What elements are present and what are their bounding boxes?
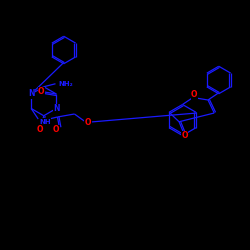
Text: O: O: [191, 90, 198, 100]
Text: N: N: [53, 104, 60, 113]
Text: O: O: [53, 125, 59, 134]
Text: NH₂: NH₂: [59, 81, 74, 87]
Text: O: O: [38, 87, 44, 96]
Text: O: O: [37, 125, 43, 134]
Text: N: N: [28, 90, 34, 98]
Text: O: O: [181, 131, 188, 140]
Text: NH: NH: [40, 118, 51, 124]
Text: O: O: [85, 118, 91, 127]
